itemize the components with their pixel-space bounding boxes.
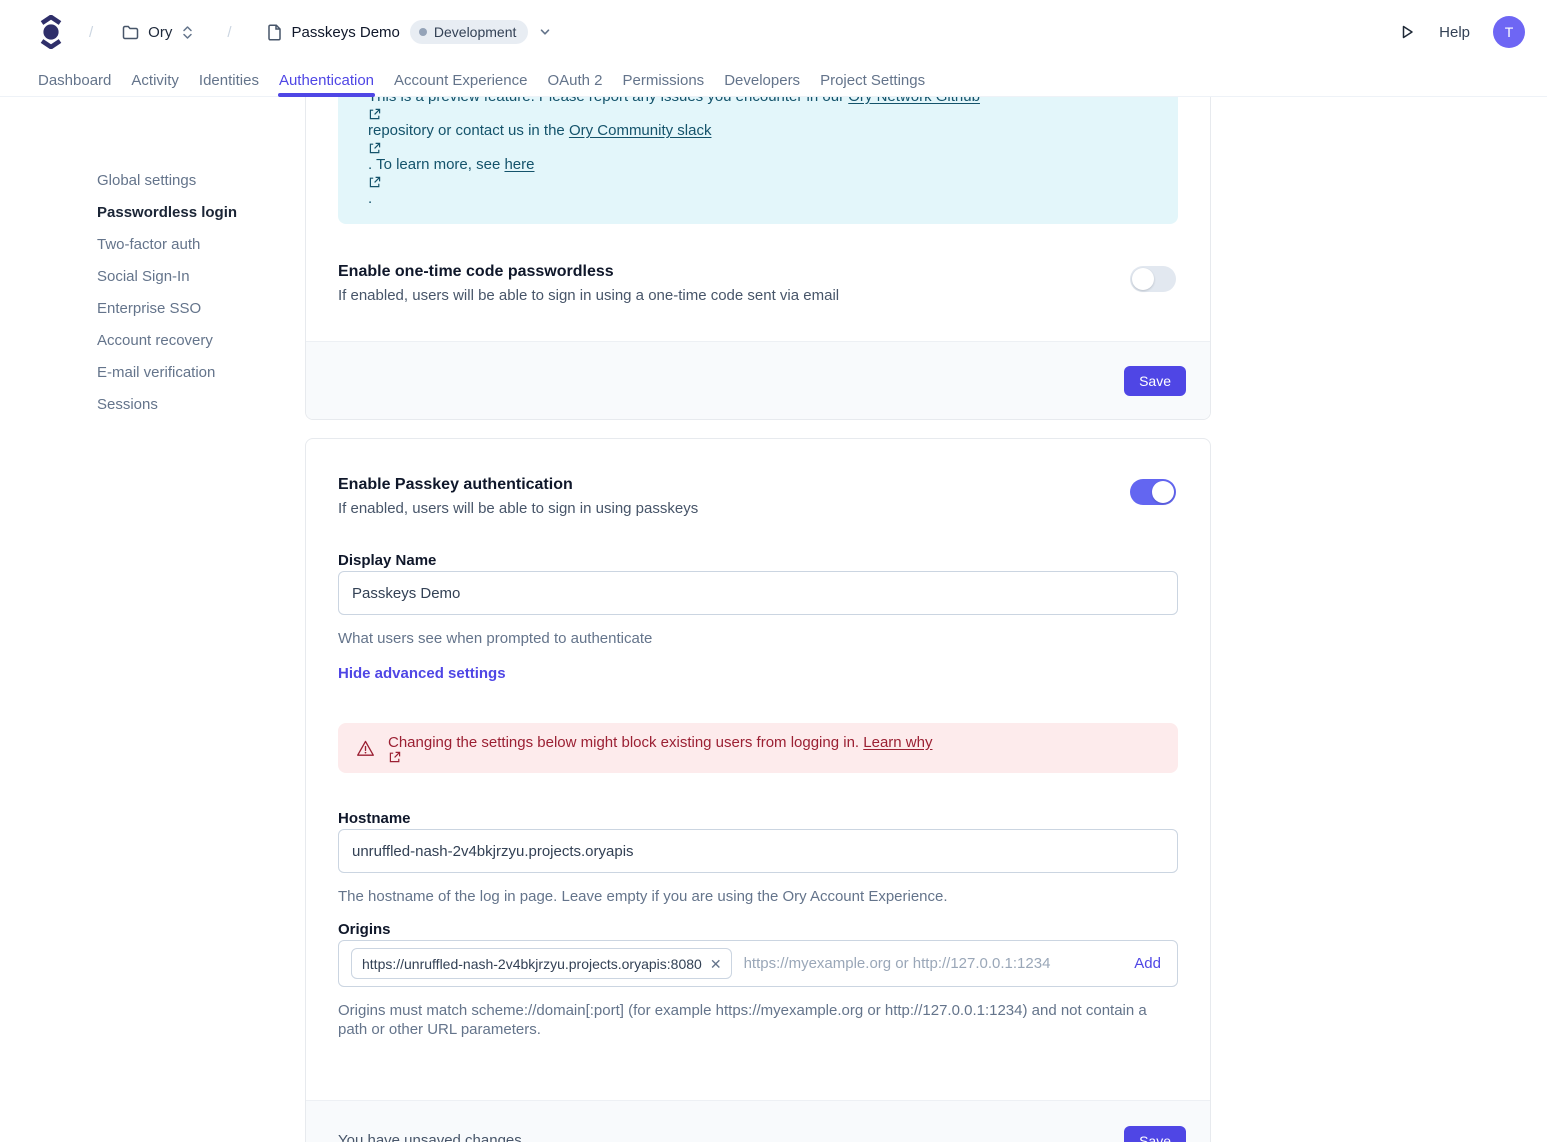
hostname-helper: The hostname of the log in page. Leave e…: [338, 888, 948, 905]
preview-banner-text-segment: . To learn more, see: [368, 156, 505, 173]
content-area: Global settings Passwordless login Two-f…: [0, 97, 1547, 1142]
workspace-name: Ory: [148, 23, 173, 41]
sidebar-item-two-factor-auth[interactable]: Two-factor auth: [97, 236, 201, 253]
workspace-selector[interactable]: Ory: [122, 24, 194, 41]
help-link[interactable]: Help: [1439, 23, 1470, 41]
folder-icon: [122, 25, 139, 39]
tab-oauth2[interactable]: OAuth 2: [547, 72, 603, 89]
breadcrumb-separator: /: [227, 23, 232, 41]
external-link-icon: [369, 108, 381, 120]
preview-feature-banner: This is a preview feature. Please report…: [338, 97, 1178, 224]
warning-banner: Changing the settings below might block …: [338, 723, 1178, 773]
preview-banner-text-segment: This is a preview feature. Please report…: [368, 97, 848, 105]
one-time-code-title: Enable one-time code passwordless: [338, 263, 614, 280]
preview-banner-text: This is a preview feature. Please report…: [368, 97, 1148, 210]
tab-authentication[interactable]: Authentication: [277, 64, 376, 97]
user-avatar[interactable]: T: [1493, 16, 1525, 48]
display-name-input[interactable]: [338, 571, 1178, 615]
hostname-input[interactable]: [338, 829, 1178, 873]
breadcrumb-separator: /: [89, 23, 94, 41]
sidebar-item-global-settings[interactable]: Global settings: [97, 172, 197, 189]
chevron-down-icon[interactable]: [538, 25, 552, 39]
sidebar-item-social-sign-in[interactable]: Social Sign-In: [97, 268, 190, 285]
origin-chip-value: https://unruffled-nash-2v4bkjrzyu.projec…: [362, 955, 702, 972]
tab-permissions[interactable]: Permissions: [622, 72, 705, 89]
project-name: Passkeys Demo: [291, 23, 400, 41]
external-link-icon: [369, 176, 381, 188]
environment-badge: Development: [409, 20, 529, 44]
ory-logo-icon[interactable]: [40, 15, 62, 49]
hide-advanced-settings-link[interactable]: Hide advanced settings: [338, 665, 506, 682]
save-button[interactable]: Save: [1124, 1125, 1186, 1142]
sidebar-item-sessions[interactable]: Sessions: [97, 396, 158, 413]
passkey-subtitle: If enabled, users will be able to sign i…: [338, 500, 699, 517]
passkey-toggle[interactable]: [1130, 479, 1176, 505]
link-label: Learn why: [863, 733, 933, 751]
external-link-icon: [389, 751, 401, 762]
external-link-icon: [369, 142, 381, 154]
preview-banner-text-segment: .: [368, 190, 373, 207]
link-label: here: [504, 156, 535, 173]
ory-network-github-link[interactable]: Ory Network Github: [368, 97, 1148, 120]
warning-triangle-icon: [357, 740, 374, 756]
display-name-label: Display Name: [338, 552, 437, 569]
preview-banner-text-segment: repository or contact us in the: [368, 122, 569, 139]
unfold-selector-icon: [183, 25, 193, 39]
passkey-card-footer: You have unsaved changes Save: [306, 1100, 1210, 1142]
sidebar-item-enterprise-sso[interactable]: Enterprise SSO: [97, 300, 202, 317]
one-time-code-card: This is a preview feature. Please report…: [305, 97, 1211, 420]
add-origin-button[interactable]: Add: [1134, 955, 1161, 972]
tab-identities[interactable]: Identities: [198, 72, 259, 89]
passkey-toggle-row: Enable Passkey authentication If enabled…: [338, 475, 1178, 520]
settings-sidebar: Global settings Passwordless login Two-f…: [97, 171, 287, 427]
primary-tabs: Dashboard Activity Identities Authentica…: [0, 64, 1547, 97]
save-button[interactable]: Save: [1124, 365, 1186, 396]
sidebar-item-account-recovery[interactable]: Account recovery: [97, 332, 213, 349]
ory-community-slack-link[interactable]: Ory Community slack: [368, 122, 1148, 154]
origins-input-group: https://unruffled-nash-2v4bkjrzyu.projec…: [338, 940, 1178, 987]
warning-text: Changing the settings below might block …: [388, 734, 932, 763]
remove-origin-button[interactable]: ✕: [709, 955, 722, 972]
one-time-code-toggle[interactable]: [1130, 266, 1176, 292]
warning-text-segment: Changing the settings below might block …: [388, 733, 864, 751]
origins-input[interactable]: [743, 955, 1123, 972]
document-icon: [267, 23, 281, 41]
sidebar-item-passwordless-login[interactable]: Passwordless login: [97, 204, 238, 221]
environment-badge-label: Development: [433, 24, 517, 40]
link-label: Ory Community slack: [568, 122, 712, 139]
environment-dot-icon: [418, 28, 427, 36]
one-time-code-card-footer: Save: [306, 341, 1210, 419]
unsaved-changes-status: You have unsaved changes: [338, 1132, 522, 1142]
tab-account-experience[interactable]: Account Experience: [394, 72, 528, 89]
top-bar-right: Help T: [1398, 16, 1525, 48]
top-bar: / Ory / Passkeys Demo Develop: [0, 0, 1547, 64]
passkey-card: Enable Passkey authentication If enabled…: [305, 438, 1211, 1142]
project-selector[interactable]: Passkeys Demo Development: [267, 20, 553, 44]
avatar-initial: T: [1504, 24, 1514, 40]
one-time-code-subtitle: If enabled, users will be able to sign i…: [338, 287, 840, 304]
origin-chip: https://unruffled-nash-2v4bkjrzyu.projec…: [351, 948, 732, 979]
app-header: / Ory / Passkeys Demo Develop: [0, 0, 1547, 97]
tab-dashboard[interactable]: Dashboard: [38, 72, 112, 89]
tab-activity[interactable]: Activity: [131, 72, 179, 89]
hostname-label: Hostname: [338, 810, 411, 827]
play-icon[interactable]: [1398, 23, 1416, 41]
main-panel: This is a preview feature. Please report…: [305, 97, 1211, 1142]
origins-helper: Origins must match scheme://domain[:port…: [338, 1002, 1147, 1038]
passkey-title: Enable Passkey authentication: [338, 476, 573, 493]
tab-developers[interactable]: Developers: [724, 72, 801, 89]
learn-why-link[interactable]: Learn why: [388, 734, 932, 763]
tab-project-settings[interactable]: Project Settings: [820, 72, 926, 89]
one-time-code-toggle-row: Enable one-time code passwordless If ena…: [338, 262, 1178, 307]
link-label: Ory Network Github: [848, 97, 980, 105]
sidebar-item-email-verification[interactable]: E-mail verification: [97, 364, 216, 381]
learn-more-here-link[interactable]: here: [368, 156, 1148, 188]
origins-label: Origins: [338, 921, 391, 938]
display-name-helper: What users see when prompted to authenti…: [338, 630, 653, 647]
